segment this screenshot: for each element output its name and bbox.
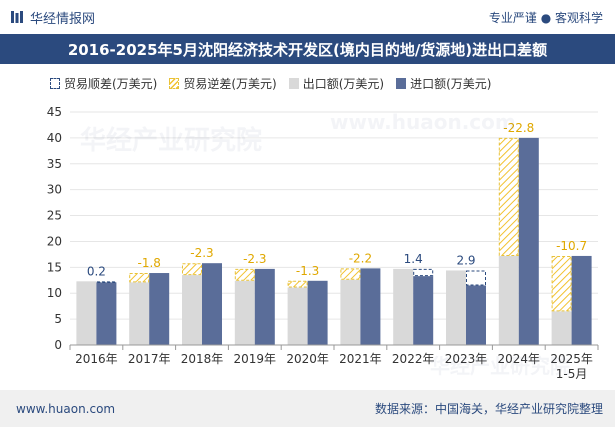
export-bar <box>182 275 202 345</box>
balance-data-label: -22.8 <box>503 121 534 135</box>
deficit-box <box>340 268 361 280</box>
x-tick-label: 2018年 <box>181 352 224 366</box>
chart-legend: 贸易顺差(万美元) 贸易逆差(万美元) 出口额(万美元) 进口额(万美元) <box>50 73 590 93</box>
x-tick-label: 2017年 <box>128 352 171 366</box>
export-bar <box>76 281 97 345</box>
top-bar: 华经情报网 专业严谨 ● 客观科学 <box>0 0 615 34</box>
huajing-logo-icon <box>11 11 23 23</box>
balance-data-label: -2.3 <box>243 252 266 266</box>
balance-data-label: 1.4 <box>404 252 423 266</box>
import-bar <box>571 255 592 345</box>
footer: www.huaon.com 数据来源：中国海关，华经产业研究院整理 <box>0 390 615 427</box>
deficit-box <box>551 255 572 312</box>
balance-data-label: 2.9 <box>456 253 475 267</box>
bar-chart: 0 5 10 15 20 25 30 35 40 45 0.2 -1.8 -2.3 -2.3 -1.3 -2… <box>47 105 599 381</box>
legend-label-export: 出口额(万美元) <box>302 76 385 91</box>
import-bar <box>466 285 486 345</box>
y-tick-label: 5 <box>54 312 62 326</box>
import-bar <box>307 280 328 345</box>
brand[interactable]: 华经情报网 <box>10 8 95 27</box>
export-bar <box>129 282 150 345</box>
import-bar <box>202 263 222 345</box>
x-tick-label: 2020年 <box>286 352 329 366</box>
surplus-box <box>96 281 117 283</box>
x-tick-label: 2023年 <box>445 352 488 366</box>
y-axis: 0 5 10 15 20 25 30 35 40 45 <box>47 105 62 352</box>
import-bar <box>96 282 117 345</box>
y-tick-label: 0 <box>54 338 62 352</box>
deficit-box <box>234 268 255 281</box>
x-tick-label: 2016年 <box>75 352 118 366</box>
y-tick-label: 25 <box>47 209 62 223</box>
x-tick-label: 2021年 <box>339 352 382 366</box>
balance-data-label: -10.7 <box>556 239 587 253</box>
export-bar <box>340 279 361 345</box>
x-tick-label: 1-5月 <box>556 367 588 381</box>
x-tick-label: 2022年 <box>392 352 435 366</box>
y-tick-label: 10 <box>47 286 62 300</box>
export-bar <box>287 287 308 345</box>
x-tick-label: 2025年 <box>550 352 593 366</box>
export-bar <box>551 311 572 345</box>
export-bar <box>393 268 414 345</box>
surplus-box <box>413 268 434 277</box>
y-tick-label: 35 <box>47 157 62 171</box>
legend-item-import: 进口额(万美元) <box>396 75 492 92</box>
import-bar <box>254 268 275 345</box>
y-tick-label: 20 <box>47 234 62 248</box>
footer-website[interactable]: www.huaon.com <box>16 401 116 416</box>
legend-swatch-deficit <box>169 77 180 89</box>
y-tick-label: 45 <box>47 105 62 119</box>
balance-data-label: -2.2 <box>349 251 372 265</box>
x-tick-label: 2024年 <box>498 352 541 366</box>
balance-data-label: -1.3 <box>296 264 319 278</box>
legend-label-deficit: 贸易逆差(万美元) <box>183 76 277 91</box>
import-bar <box>149 273 170 345</box>
legend-label-surplus: 贸易顺差(万美元) <box>64 76 158 91</box>
legend-item-surplus: 贸易顺差(万美元) <box>50 75 157 92</box>
deficit-box <box>287 280 308 288</box>
deficit-box <box>182 263 202 276</box>
y-tick-label: 15 <box>47 260 62 274</box>
balance-data-label: 0.2 <box>87 264 106 278</box>
legend-swatch-export <box>288 77 299 89</box>
import-bar <box>518 137 539 345</box>
bars: 0.2 -1.8 -2.3 -2.3 -1.3 -2.2 1.4 2.9 -22.8 -10.7 <box>76 121 592 345</box>
legend-item-deficit: 贸易逆差(万美元) <box>169 75 277 92</box>
tagline: 专业严谨 ● 客观科学 <box>488 10 603 25</box>
chart-title: 2016-2025年5月沈阳经济技术开发区(境内目的地/货源地)进出口差额 <box>0 34 615 64</box>
brand-name: 华经情报网 <box>30 11 96 27</box>
y-tick-label: 40 <box>47 131 62 145</box>
export-bar <box>446 270 466 345</box>
balance-data-label: -1.8 <box>137 256 160 270</box>
balance-data-label: -2.3 <box>190 246 213 260</box>
legend-item-export: 出口额(万美元) <box>288 75 385 92</box>
surplus-box <box>466 270 486 286</box>
legend-swatch-surplus <box>50 77 60 89</box>
export-bar <box>234 280 255 345</box>
legend-label-import: 进口额(万美元) <box>410 76 492 91</box>
footer-source: 数据来源：中国海关，华经产业研究院整理 <box>374 402 603 416</box>
import-bar <box>360 268 381 345</box>
import-bar <box>413 276 434 345</box>
export-bar <box>498 255 519 345</box>
deficit-box <box>498 137 519 256</box>
deficit-box <box>129 273 150 283</box>
x-tick-label: 2019年 <box>234 352 277 366</box>
y-tick-label: 30 <box>47 183 62 197</box>
x-axis: 2016年 2017年 2018年 2019年 2020年 2021年 2022年 2023年… <box>69 344 599 381</box>
legend-swatch-import <box>396 77 407 89</box>
